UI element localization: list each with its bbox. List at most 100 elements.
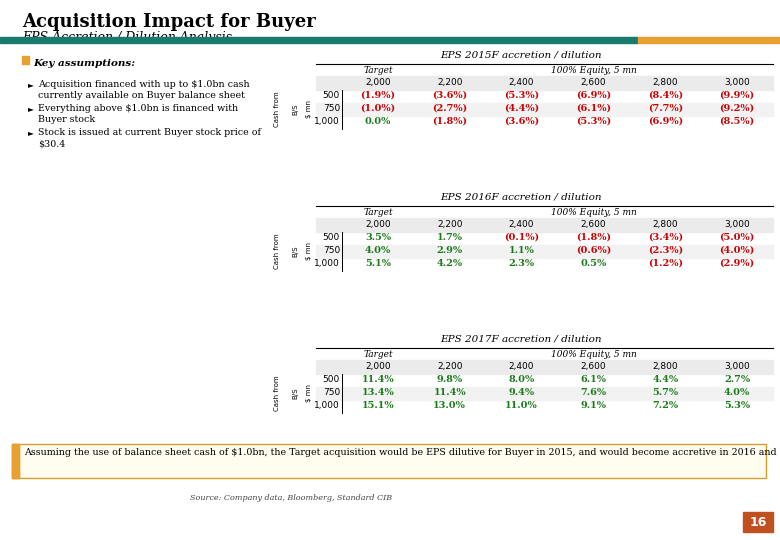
- Text: 11.4%: 11.4%: [362, 375, 394, 384]
- Bar: [316, 245, 773, 258]
- Text: 2,600: 2,600: [580, 78, 606, 87]
- Text: $ mn: $ mn: [306, 242, 312, 260]
- Text: (9.2%): (9.2%): [719, 104, 754, 113]
- Text: $30.4: $30.4: [38, 139, 66, 148]
- Text: 4.0%: 4.0%: [365, 246, 391, 255]
- Text: 15.1%: 15.1%: [362, 401, 394, 410]
- Text: 2.7%: 2.7%: [724, 375, 750, 384]
- Text: 3,000: 3,000: [724, 78, 750, 87]
- Text: 9.8%: 9.8%: [437, 375, 463, 384]
- Text: (5.0%): (5.0%): [719, 233, 755, 242]
- Text: (1.8%): (1.8%): [432, 117, 467, 126]
- Text: 8.0%: 8.0%: [509, 375, 535, 384]
- Text: (2.7%): (2.7%): [432, 104, 467, 113]
- Bar: [316, 387, 773, 400]
- Text: 100% Equity, 5 mn: 100% Equity, 5 mn: [551, 350, 636, 359]
- Text: (0.1%): (0.1%): [504, 233, 539, 242]
- Text: (8.5%): (8.5%): [719, 117, 754, 126]
- Bar: [743, 512, 773, 532]
- Text: 1.7%: 1.7%: [437, 233, 463, 242]
- Text: (2.3%): (2.3%): [647, 246, 682, 255]
- Text: 3,000: 3,000: [724, 220, 750, 229]
- Bar: [0, 37, 638, 43]
- Text: EPS 2015F accretion / dilution: EPS 2015F accretion / dilution: [440, 50, 601, 59]
- Text: 0.0%: 0.0%: [365, 117, 391, 126]
- Text: Source: Company data, Bloomberg, Standard CIB: Source: Company data, Bloomberg, Standar…: [190, 494, 392, 502]
- Text: 5.1%: 5.1%: [365, 259, 391, 268]
- Text: 9.4%: 9.4%: [509, 388, 534, 397]
- Text: 13.0%: 13.0%: [434, 401, 466, 410]
- Text: currently available on Buyer balance sheet: currently available on Buyer balance she…: [38, 91, 245, 100]
- Text: 1,000: 1,000: [314, 259, 340, 268]
- Bar: [638, 37, 780, 43]
- Text: (6.9%): (6.9%): [576, 91, 611, 100]
- FancyBboxPatch shape: [12, 444, 766, 478]
- Text: 1.1%: 1.1%: [509, 246, 534, 255]
- Text: (3.6%): (3.6%): [432, 91, 467, 100]
- Bar: [316, 218, 773, 232]
- Text: 2,200: 2,200: [437, 220, 463, 229]
- Text: (9.9%): (9.9%): [719, 91, 754, 100]
- Text: EPS 2017F accretion / dilution: EPS 2017F accretion / dilution: [440, 334, 601, 343]
- Text: (4.4%): (4.4%): [504, 104, 539, 113]
- Text: 2,000: 2,000: [365, 78, 391, 87]
- Text: EPS 2016F accretion / dilution: EPS 2016F accretion / dilution: [440, 192, 601, 201]
- Text: (1.8%): (1.8%): [576, 233, 611, 242]
- Text: 16: 16: [750, 516, 767, 529]
- Text: 13.4%: 13.4%: [362, 388, 395, 397]
- Text: 7.2%: 7.2%: [652, 401, 679, 410]
- Text: (2.9%): (2.9%): [719, 259, 754, 268]
- Text: (8.4%): (8.4%): [647, 91, 682, 100]
- Text: 750: 750: [323, 104, 340, 113]
- Text: 750: 750: [323, 388, 340, 397]
- Bar: [316, 76, 773, 90]
- Text: (5.3%): (5.3%): [576, 117, 611, 126]
- Text: 5.3%: 5.3%: [724, 401, 750, 410]
- Text: (1.0%): (1.0%): [360, 104, 395, 113]
- Text: 2.9%: 2.9%: [437, 246, 463, 255]
- Text: ►: ►: [28, 80, 34, 89]
- Text: (1.2%): (1.2%): [647, 259, 682, 268]
- Text: 100% Equity, 5 mn: 100% Equity, 5 mn: [551, 66, 636, 75]
- Text: 2,600: 2,600: [580, 220, 606, 229]
- Text: Acquisition financed with up to $1.0bn cash: Acquisition financed with up to $1.0bn c…: [38, 80, 250, 89]
- Text: 500: 500: [323, 233, 340, 242]
- Text: 0.5%: 0.5%: [580, 259, 607, 268]
- Text: 2,400: 2,400: [509, 220, 534, 229]
- Text: Acquisition Impact for Buyer: Acquisition Impact for Buyer: [22, 13, 316, 31]
- Text: 2,400: 2,400: [509, 78, 534, 87]
- Text: (5.3%): (5.3%): [504, 91, 539, 100]
- Text: 750: 750: [323, 246, 340, 255]
- Text: 2,800: 2,800: [652, 220, 678, 229]
- Bar: [316, 360, 773, 374]
- Text: (6.1%): (6.1%): [576, 104, 611, 113]
- Text: EPS Accretion / Dilution Analysis: EPS Accretion / Dilution Analysis: [22, 31, 232, 44]
- Text: 2,200: 2,200: [437, 78, 463, 87]
- Text: (0.6%): (0.6%): [576, 246, 611, 255]
- Text: Cash from: Cash from: [274, 92, 280, 127]
- Text: 9.1%: 9.1%: [580, 401, 606, 410]
- Text: 11.4%: 11.4%: [434, 388, 466, 397]
- Text: Everything above $1.0bn is financed with: Everything above $1.0bn is financed with: [38, 104, 238, 113]
- Text: 4.2%: 4.2%: [437, 259, 463, 268]
- Text: Buyer stock: Buyer stock: [38, 115, 95, 124]
- Bar: [22, 56, 29, 64]
- Text: 2,600: 2,600: [580, 362, 606, 371]
- Text: (3.6%): (3.6%): [504, 117, 539, 126]
- Text: (1.9%): (1.9%): [360, 91, 395, 100]
- Text: (4.0%): (4.0%): [719, 246, 755, 255]
- Text: B/S: B/S: [292, 104, 298, 115]
- Text: 2.3%: 2.3%: [509, 259, 534, 268]
- Text: 4.0%: 4.0%: [724, 388, 750, 397]
- Text: 500: 500: [323, 375, 340, 384]
- Text: Cash from: Cash from: [274, 234, 280, 269]
- Text: B/S: B/S: [292, 388, 298, 399]
- Text: 2,800: 2,800: [652, 362, 678, 371]
- Text: ►: ►: [28, 104, 34, 113]
- Bar: [316, 103, 773, 116]
- Text: (3.4%): (3.4%): [647, 233, 682, 242]
- Text: $ mn: $ mn: [306, 100, 312, 118]
- Text: 2,200: 2,200: [437, 362, 463, 371]
- Text: 6.1%: 6.1%: [580, 375, 606, 384]
- Text: Target: Target: [363, 350, 392, 359]
